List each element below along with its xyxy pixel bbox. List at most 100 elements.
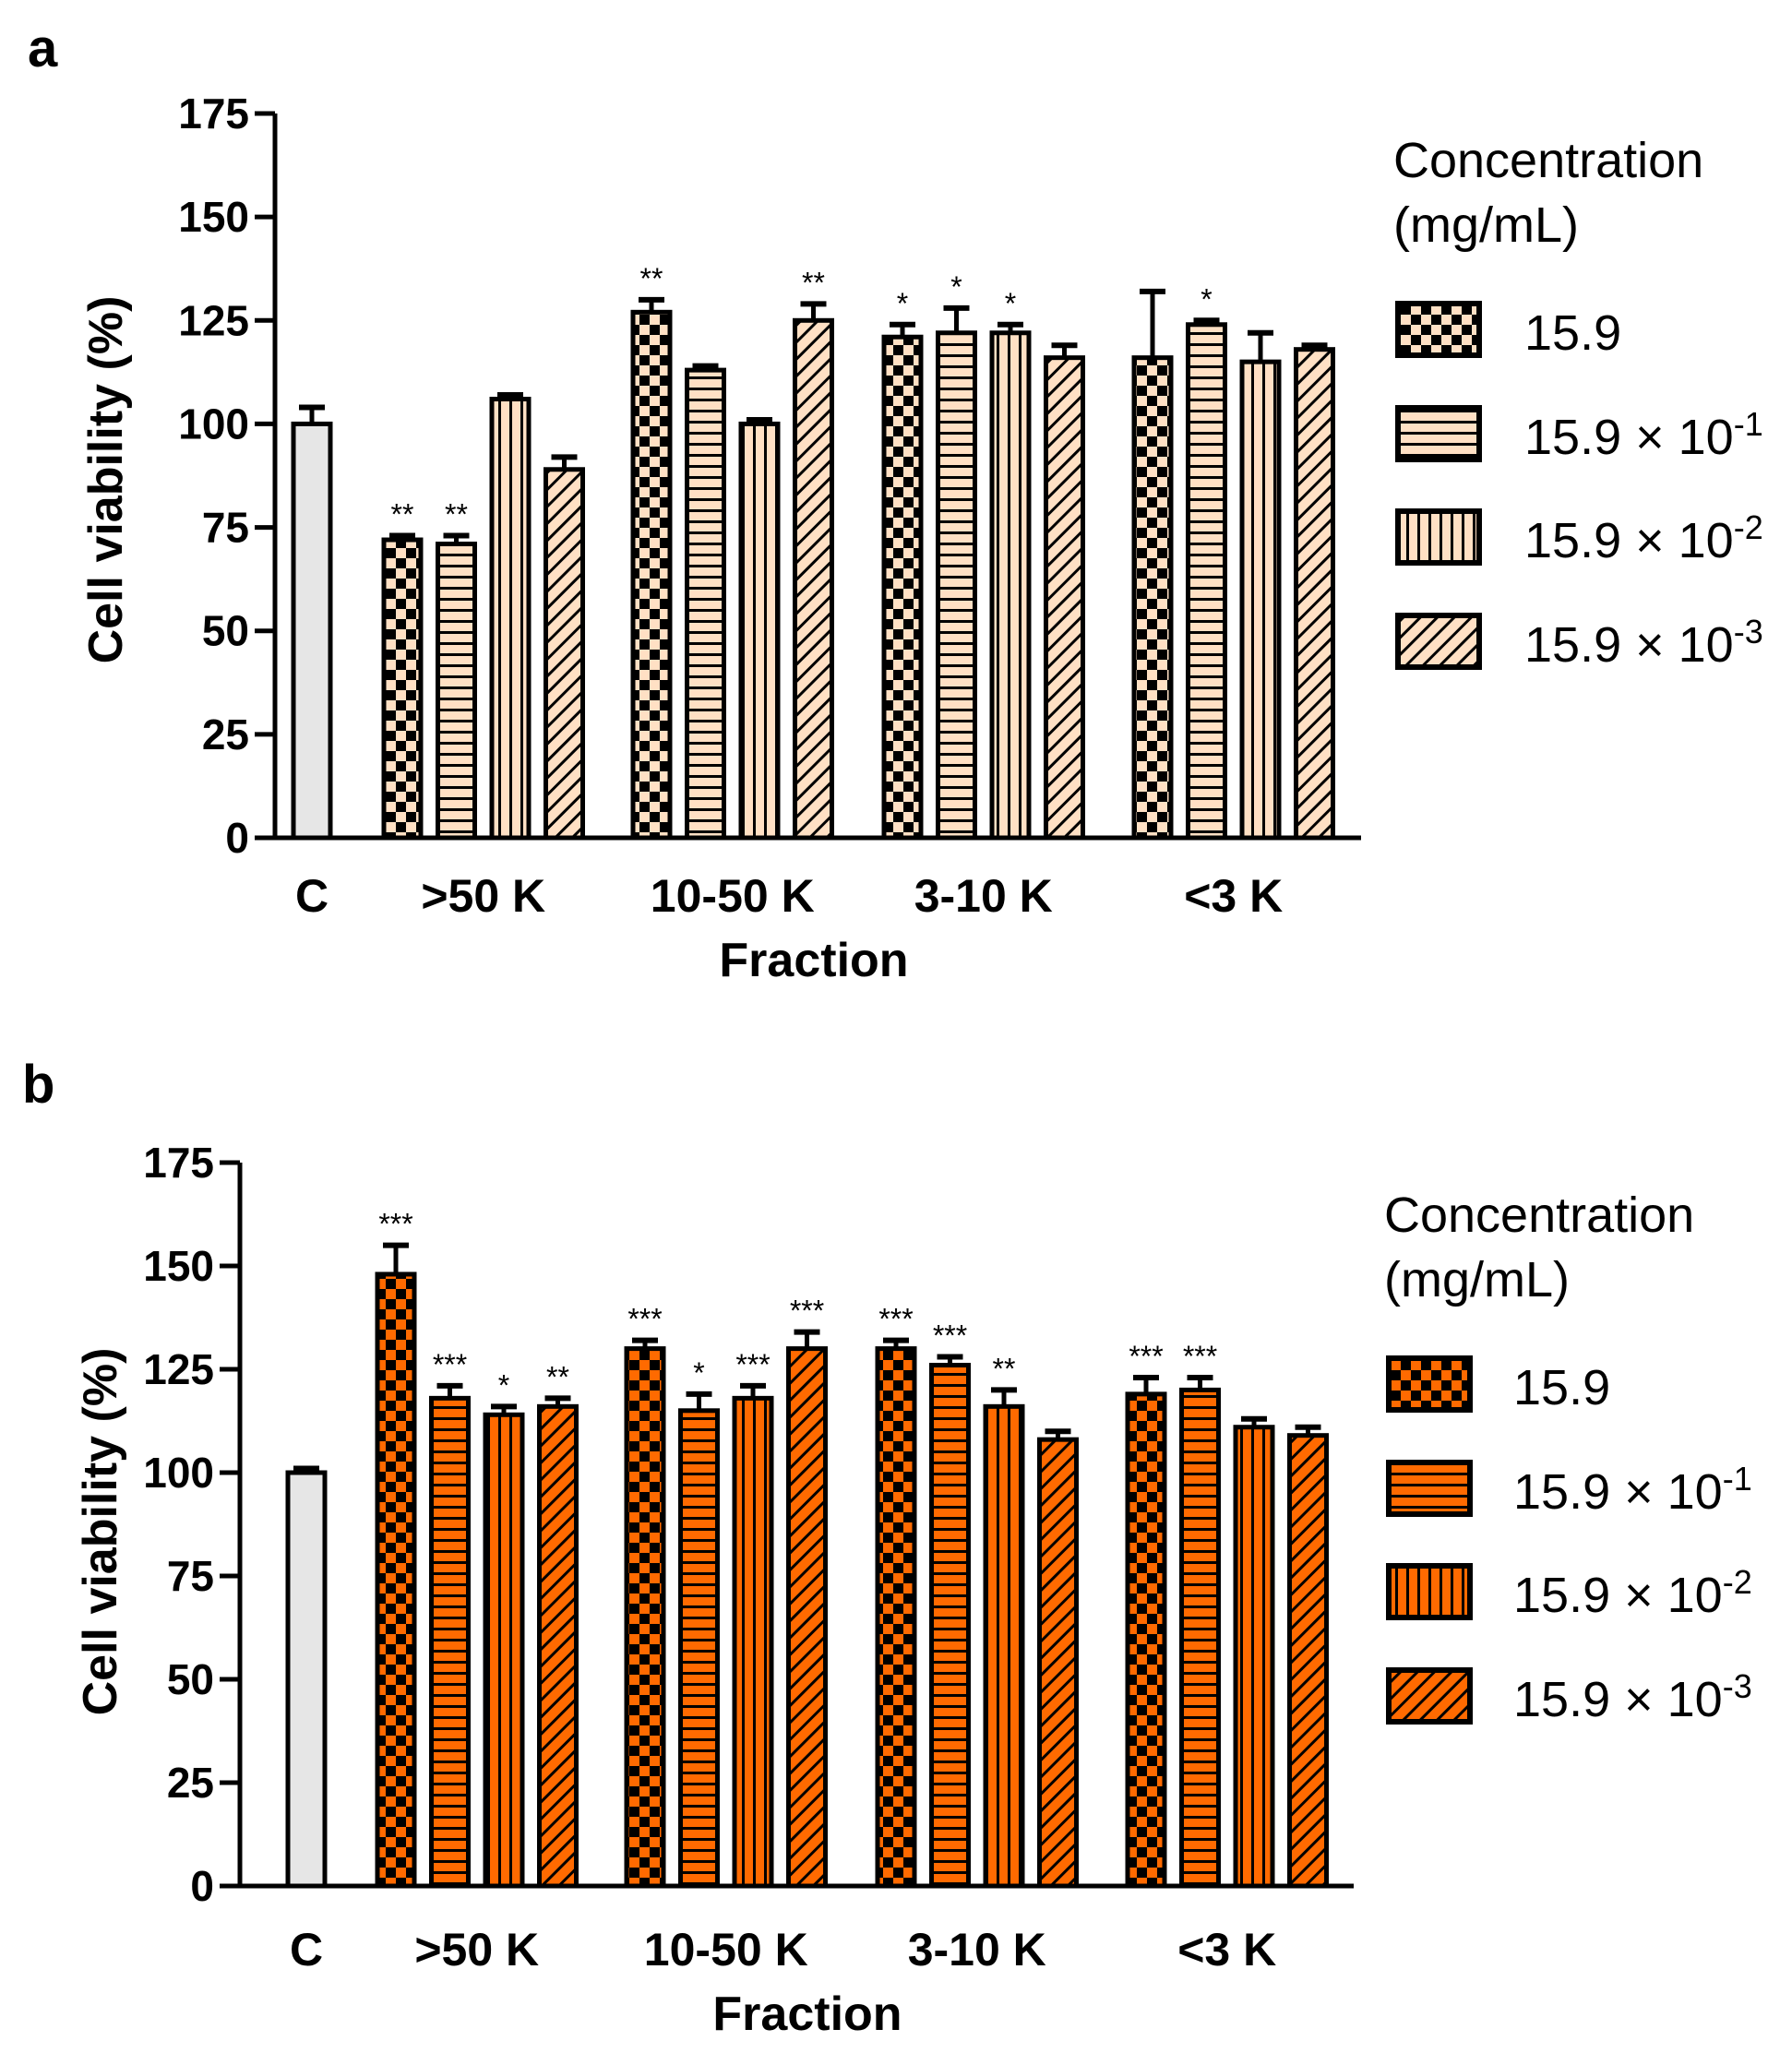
bar-diagonal-hatch <box>786 1346 828 1889</box>
bar-diagonal-hatch <box>1037 1437 1079 1889</box>
significance-marker: ** <box>640 262 663 295</box>
y-tick-label: 100 <box>178 400 249 448</box>
y-tick-label: 175 <box>143 1139 214 1187</box>
bar-horizontal-stripes <box>1179 1387 1221 1889</box>
legend-swatch-checker <box>1386 1355 1473 1413</box>
legend-entry-label: 15.9 × 10-3 <box>1513 1667 1752 1727</box>
panel-letter: b <box>22 1055 54 1115</box>
y-axis-label: Cell viability (%) <box>74 1348 127 1716</box>
legend-title: Concentration <box>1384 1188 1694 1243</box>
legend-entry-label: 15.9 × 10-1 <box>1524 405 1763 465</box>
x-category-label: >50 K <box>414 1924 539 1975</box>
x-category-label: C <box>295 870 329 922</box>
chart-panel-a: a 0 25 50 75 100 125 150 175 Cell viability (%) Fr… <box>28 18 1763 987</box>
y-tick-label: 150 <box>143 1242 214 1290</box>
bar-horizontal-stripes <box>685 367 726 841</box>
significance-marker: ** <box>391 498 414 531</box>
y-tick-label: 50 <box>167 1655 214 1703</box>
bar-horizontal-stripes <box>1186 322 1227 841</box>
y-tick-label: 25 <box>167 1759 214 1807</box>
bar-checker <box>881 334 924 841</box>
legend-entry-label: 15.9 <box>1524 305 1621 361</box>
y-axis-label: Cell viability (%) <box>79 296 133 664</box>
legend-entry-label: 15.9 × 10-3 <box>1524 613 1763 673</box>
significance-marker: ** <box>445 498 468 531</box>
y-tick-label: 0 <box>190 1862 214 1910</box>
bar-diagonal-hatch <box>1287 1433 1329 1889</box>
legend-entry-label: 15.9 × 10-2 <box>1513 1563 1752 1623</box>
y-tick-label: 0 <box>225 814 249 862</box>
bar-vertical-stripes <box>489 397 532 841</box>
bar-checker <box>624 1346 666 1889</box>
legend-entry-exponent: -3 <box>1734 613 1763 651</box>
legend-title: Concentration <box>1393 133 1703 188</box>
legend-entry-label: 15.9 × 10-1 <box>1513 1460 1752 1520</box>
x-category-label: >50 K <box>421 870 545 922</box>
bar-checker <box>630 309 673 841</box>
significance-marker: * <box>693 1356 704 1390</box>
legend-swatch-diagonal-hatch <box>1386 1667 1473 1725</box>
legend-swatch-horizontal-stripes <box>1386 1460 1473 1517</box>
legend-swatch-checker <box>1395 301 1482 358</box>
legend-title: (mg/mL) <box>1384 1252 1570 1307</box>
legend-swatch-vertical-stripes <box>1395 508 1482 566</box>
x-axis-label: Fraction <box>712 1987 902 2041</box>
bar-diagonal-hatch <box>544 467 585 841</box>
legend-title: (mg/mL) <box>1393 197 1579 253</box>
bar-horizontal-stripes <box>436 542 477 841</box>
bar-checker <box>375 1271 417 1889</box>
x-axis-label: Fraction <box>719 934 908 987</box>
legend-entry-text: 15.9 × 10 <box>1513 1672 1723 1727</box>
y-tick-label: 125 <box>178 296 249 344</box>
legend-entry-label: 15.9 × 10-2 <box>1524 508 1763 568</box>
significance-marker: *** <box>1129 1340 1163 1373</box>
legend-entry-text: 15.9 × 10 <box>1524 513 1734 568</box>
significance-marker: * <box>950 270 962 304</box>
significance-marker: ** <box>546 1360 569 1393</box>
significance-marker: ** <box>802 266 825 299</box>
panel-letter: a <box>28 18 58 78</box>
legend-entry-exponent: -2 <box>1734 508 1763 546</box>
significance-marker: *** <box>790 1295 824 1328</box>
legend-entry-text: 15.9 <box>1524 305 1621 361</box>
legend-swatch-diagonal-hatch <box>1395 613 1482 670</box>
legend-entry-exponent: -3 <box>1723 1667 1752 1705</box>
x-category-label: C <box>290 1924 323 1975</box>
significance-marker: * <box>1005 287 1016 320</box>
legend: Concentration(mg/mL)15.915.9 × 10-115.9 … <box>1384 1188 1752 1727</box>
legend-entry-exponent: -2 <box>1723 1563 1752 1601</box>
significance-marker: *** <box>1183 1340 1217 1373</box>
legend-swatch-horizontal-stripes <box>1395 405 1482 462</box>
y-tick-label: 125 <box>143 1345 214 1393</box>
y-tick-label: 25 <box>202 710 249 758</box>
legend-entry-text: 15.9 × 10 <box>1524 617 1734 673</box>
legend-entry-exponent: -1 <box>1723 1460 1752 1498</box>
significance-marker: * <box>498 1368 509 1402</box>
legend-entry-text: 15.9 × 10 <box>1513 1568 1723 1623</box>
bar-vertical-stripes <box>1233 1425 1275 1889</box>
bar-diagonal-hatch <box>1294 347 1335 841</box>
bar-diagonal-hatch <box>793 317 834 841</box>
bar-horizontal-stripes <box>936 330 977 841</box>
significance-marker: *** <box>378 1208 412 1241</box>
bar-vertical-stripes <box>1239 359 1282 841</box>
bar-control <box>291 421 333 841</box>
bar-horizontal-stripes <box>929 1363 971 1889</box>
significance-marker: ** <box>993 1352 1016 1385</box>
legend-entry-text: 15.9 × 10 <box>1524 410 1734 465</box>
bar-vertical-stripes <box>983 1403 1025 1889</box>
legend-swatch-vertical-stripes <box>1386 1563 1473 1620</box>
y-tick-label: 50 <box>202 607 249 655</box>
significance-marker: *** <box>933 1319 967 1353</box>
bar-horizontal-stripes <box>429 1395 471 1889</box>
bar-control <box>285 1470 328 1889</box>
x-category-label: 3-10 K <box>908 1924 1046 1975</box>
significance-marker: *** <box>627 1303 662 1336</box>
bar-vertical-stripes <box>483 1412 525 1889</box>
bar-checker <box>1131 355 1174 841</box>
y-tick-label: 75 <box>202 504 249 552</box>
bar-diagonal-hatch <box>1044 355 1085 841</box>
significance-marker: * <box>1201 282 1212 316</box>
bar-checker <box>1125 1391 1167 1889</box>
